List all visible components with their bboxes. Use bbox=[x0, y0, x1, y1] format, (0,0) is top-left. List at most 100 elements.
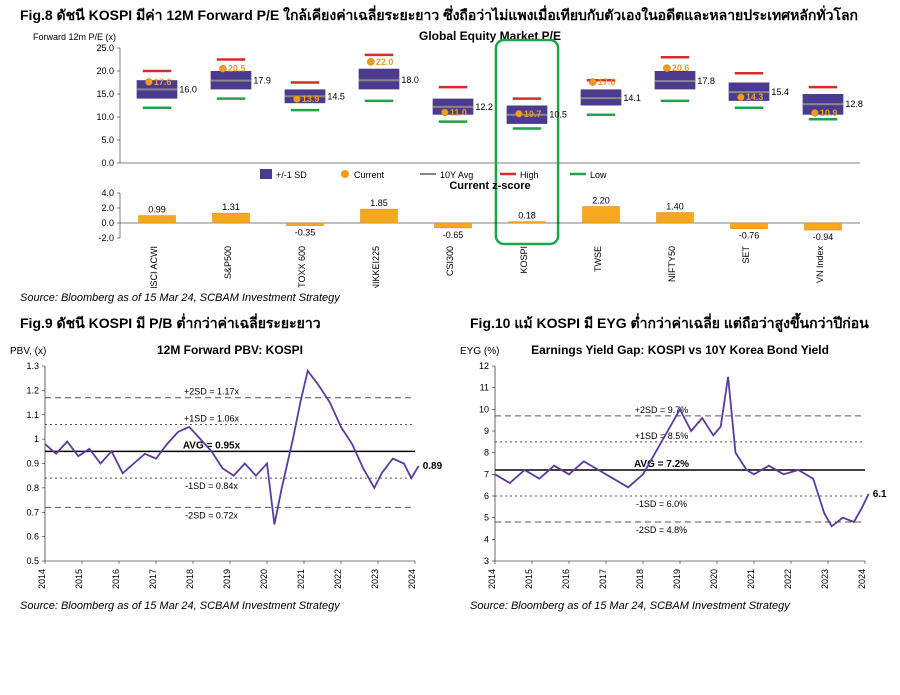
fig9-source: Source: Bloomberg as of 15 Mar 24, SCBAM… bbox=[0, 596, 450, 616]
svg-text:Earnings Yield Gap: KOSPI vs 1: Earnings Yield Gap: KOSPI vs 10Y Korea B… bbox=[531, 343, 829, 357]
svg-text:9: 9 bbox=[484, 426, 489, 436]
svg-text:-2SD = 0.72x: -2SD = 0.72x bbox=[185, 511, 238, 521]
svg-text:2024: 2024 bbox=[407, 569, 417, 589]
svg-text:14.1: 14.1 bbox=[623, 93, 641, 103]
svg-text:6.1: 6.1 bbox=[873, 489, 887, 500]
svg-text:17.6: 17.6 bbox=[154, 77, 172, 87]
svg-text:Current z-score: Current z-score bbox=[449, 180, 530, 192]
svg-text:VN Index: VN Index bbox=[815, 246, 825, 284]
svg-text:15.0: 15.0 bbox=[96, 89, 114, 99]
svg-text:-1SD = 6.0%: -1SD = 6.0% bbox=[636, 499, 687, 509]
fig8-panel: Fig.8 ดัชนี KOSPI มีค่า 12M Forward P/E … bbox=[0, 0, 900, 308]
svg-text:3: 3 bbox=[484, 556, 489, 566]
svg-text:1: 1 bbox=[34, 435, 39, 445]
svg-text:-0.76: -0.76 bbox=[739, 231, 760, 241]
svg-text:5.0: 5.0 bbox=[101, 135, 114, 145]
svg-text:15.4: 15.4 bbox=[771, 87, 789, 97]
fig10-source: Source: Bloomberg as of 15 Mar 24, SCBAM… bbox=[450, 596, 900, 616]
svg-text:20.0: 20.0 bbox=[96, 66, 114, 76]
svg-text:14.3: 14.3 bbox=[746, 92, 764, 102]
svg-text:+1SD = 8.5%: +1SD = 8.5% bbox=[635, 431, 689, 441]
svg-text:+2SD = 1.17x: +2SD = 1.17x bbox=[184, 387, 240, 397]
svg-text:-2SD = 4.8%: -2SD = 4.8% bbox=[636, 525, 687, 535]
svg-text:S&P500: S&P500 bbox=[223, 246, 233, 279]
svg-text:2020: 2020 bbox=[709, 569, 719, 589]
svg-text:7: 7 bbox=[484, 470, 489, 480]
svg-text:10.0: 10.0 bbox=[96, 112, 114, 122]
svg-text:17.8: 17.8 bbox=[697, 76, 715, 86]
svg-text:2023: 2023 bbox=[820, 569, 830, 589]
svg-text:AVG = 0.95x: AVG = 0.95x bbox=[183, 441, 241, 452]
svg-text:MSCI ACWI: MSCI ACWI bbox=[149, 246, 159, 288]
svg-text:16.0: 16.0 bbox=[179, 85, 197, 95]
svg-text:14.5: 14.5 bbox=[327, 91, 345, 101]
svg-text:10Y Avg: 10Y Avg bbox=[440, 170, 473, 180]
svg-text:2019: 2019 bbox=[222, 569, 232, 589]
svg-text:1.85: 1.85 bbox=[370, 198, 388, 208]
svg-text:-2.0: -2.0 bbox=[98, 233, 114, 243]
svg-text:0.8: 0.8 bbox=[26, 483, 39, 493]
fig9-title: Fig.9 ดัชนี KOSPI มี P/B ต่ำกว่าค่าเฉลี่… bbox=[0, 308, 450, 336]
svg-text:2018: 2018 bbox=[185, 569, 195, 589]
svg-text:2017: 2017 bbox=[598, 569, 608, 589]
svg-text:-0.35: -0.35 bbox=[295, 228, 316, 238]
svg-text:Low: Low bbox=[590, 170, 607, 180]
svg-text:STOXX 600: STOXX 600 bbox=[297, 246, 307, 288]
svg-text:2019: 2019 bbox=[672, 569, 682, 589]
svg-text:17.6: 17.6 bbox=[598, 77, 616, 87]
svg-text:SET: SET bbox=[741, 246, 751, 264]
svg-text:11.0: 11.0 bbox=[450, 108, 467, 118]
svg-text:AVG = 7.2%: AVG = 7.2% bbox=[634, 459, 689, 470]
fig8-chart: Global Equity Market P/EForward 12m P/E … bbox=[0, 28, 900, 288]
svg-text:TWSE: TWSE bbox=[593, 246, 603, 272]
svg-text:1.40: 1.40 bbox=[666, 202, 684, 212]
svg-text:2021: 2021 bbox=[746, 569, 756, 589]
svg-text:CSI300: CSI300 bbox=[445, 246, 455, 276]
svg-text:8: 8 bbox=[484, 448, 489, 458]
svg-text:12M Forward PBV: KOSPI: 12M Forward PBV: KOSPI bbox=[157, 343, 303, 357]
svg-text:-0.65: -0.65 bbox=[443, 230, 464, 240]
svg-text:2020: 2020 bbox=[259, 569, 269, 589]
svg-text:1.31: 1.31 bbox=[222, 202, 240, 212]
svg-text:10.9: 10.9 bbox=[820, 108, 838, 118]
svg-text:-0.94: -0.94 bbox=[813, 232, 834, 242]
fig9-chart: PBV, (x)12M Forward PBV: KOSPI0.50.60.70… bbox=[0, 336, 450, 596]
svg-text:25.0: 25.0 bbox=[96, 43, 114, 53]
svg-text:2021: 2021 bbox=[296, 569, 306, 589]
fig9-panel: Fig.9 ดัชนี KOSPI มี P/B ต่ำกว่าค่าเฉลี่… bbox=[0, 308, 450, 616]
svg-text:2014: 2014 bbox=[37, 569, 47, 589]
svg-text:12: 12 bbox=[479, 361, 489, 371]
fig10-chart: EYG (%) Earnings Yield Gap: KOSPI vs 10Y … bbox=[450, 336, 900, 596]
svg-text:11: 11 bbox=[480, 383, 489, 393]
svg-text:+1SD = 1.06x: +1SD = 1.06x bbox=[184, 414, 240, 424]
svg-text:EYG (%): EYG (%) bbox=[460, 346, 499, 357]
svg-text:10.7: 10.7 bbox=[524, 109, 542, 119]
fig8-title: Fig.8 ดัชนี KOSPI มีค่า 12M Forward P/E … bbox=[0, 0, 900, 28]
svg-text:2015: 2015 bbox=[74, 569, 84, 589]
svg-text:PBV, (x): PBV, (x) bbox=[10, 346, 46, 357]
svg-text:10.5: 10.5 bbox=[549, 110, 567, 120]
svg-text:2022: 2022 bbox=[783, 569, 793, 589]
svg-text:0.0: 0.0 bbox=[101, 158, 114, 168]
svg-text:1.1: 1.1 bbox=[26, 410, 39, 420]
svg-text:NIKKEI225: NIKKEI225 bbox=[371, 246, 381, 288]
svg-text:High: High bbox=[520, 170, 539, 180]
svg-text:5: 5 bbox=[484, 513, 489, 523]
bottom-row: Fig.9 ดัชนี KOSPI มี P/B ต่ำกว่าค่าเฉลี่… bbox=[0, 308, 900, 616]
svg-text:-1SD = 0.84x: -1SD = 0.84x bbox=[185, 482, 238, 492]
svg-text:0.9: 0.9 bbox=[26, 459, 39, 469]
svg-text:0.89: 0.89 bbox=[423, 461, 443, 472]
svg-text:2014: 2014 bbox=[487, 569, 497, 589]
svg-text:20.5: 20.5 bbox=[228, 64, 246, 74]
svg-text:2024: 2024 bbox=[857, 569, 867, 589]
svg-text:Forward 12m P/E (x): Forward 12m P/E (x) bbox=[33, 32, 116, 42]
svg-text:20.6: 20.6 bbox=[672, 63, 690, 73]
svg-text:NIFTY50: NIFTY50 bbox=[667, 246, 677, 282]
svg-text:4: 4 bbox=[484, 535, 489, 545]
fig10-panel: Fig.10 แม้ KOSPI มี EYG ต่ำกว่าค่าเฉลี่ย… bbox=[450, 308, 900, 616]
svg-text:2.0: 2.0 bbox=[101, 203, 114, 213]
svg-text:2022: 2022 bbox=[333, 569, 343, 589]
fig8-source: Source: Bloomberg as of 15 Mar 24, SCBAM… bbox=[0, 288, 900, 308]
svg-text:+/-1 SD: +/-1 SD bbox=[276, 170, 307, 180]
svg-text:2018: 2018 bbox=[635, 569, 645, 589]
